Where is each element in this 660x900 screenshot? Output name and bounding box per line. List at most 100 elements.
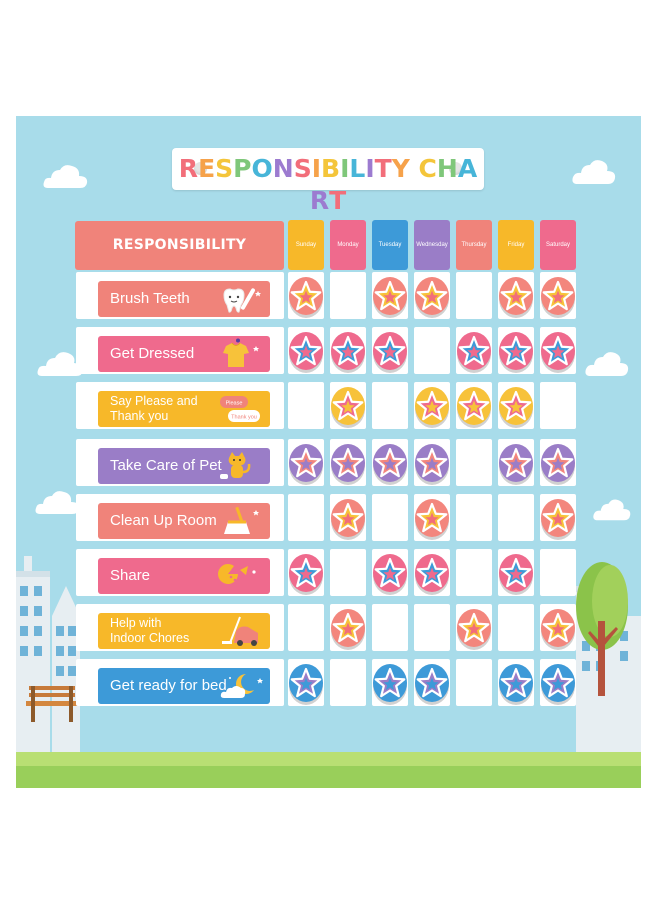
day-cell[interactable]: [372, 439, 408, 486]
day-cell[interactable]: [288, 439, 324, 486]
star-sticker-icon[interactable]: [414, 552, 450, 596]
star-sticker-icon[interactable]: [372, 442, 408, 486]
responsibility-text: Get Dressed: [110, 345, 195, 362]
star-sticker-icon[interactable]: [540, 662, 576, 706]
day-cell[interactable]: [456, 659, 492, 706]
day-cell[interactable]: [330, 604, 366, 651]
star-sticker-icon[interactable]: [498, 442, 534, 486]
star-sticker-icon[interactable]: [330, 497, 366, 541]
day-cell[interactable]: [414, 549, 450, 596]
star-sticker-icon[interactable]: [540, 497, 576, 541]
day-cell[interactable]: [372, 549, 408, 596]
day-cell[interactable]: [456, 494, 492, 541]
day-cell[interactable]: [498, 439, 534, 486]
day-cell[interactable]: [540, 382, 576, 429]
day-cell[interactable]: [330, 494, 366, 541]
day-cell[interactable]: [456, 382, 492, 429]
star-sticker-icon[interactable]: [540, 607, 576, 651]
day-cell[interactable]: [498, 494, 534, 541]
day-cell[interactable]: [540, 272, 576, 319]
day-cell[interactable]: [372, 494, 408, 541]
star-sticker-icon[interactable]: [456, 330, 492, 374]
star-sticker-icon[interactable]: [498, 385, 534, 429]
day-cell[interactable]: [456, 272, 492, 319]
day-cell[interactable]: [414, 272, 450, 319]
star-sticker-icon[interactable]: [288, 662, 324, 706]
star-sticker-icon[interactable]: [288, 330, 324, 374]
star-sticker-icon[interactable]: [330, 607, 366, 651]
responsibility-label: Take Care of Pet: [98, 448, 270, 484]
day-cell[interactable]: [372, 604, 408, 651]
day-cell[interactable]: [456, 439, 492, 486]
star-sticker-icon[interactable]: [288, 275, 324, 319]
day-cell[interactable]: [330, 327, 366, 374]
star-sticker-icon[interactable]: [498, 330, 534, 374]
day-cell[interactable]: [540, 549, 576, 596]
day-cell[interactable]: [456, 549, 492, 596]
star-sticker-icon[interactable]: [414, 442, 450, 486]
grass-strip: [16, 752, 641, 766]
star-sticker-icon[interactable]: [330, 442, 366, 486]
star-sticker-icon[interactable]: [498, 552, 534, 596]
day-cell[interactable]: [414, 659, 450, 706]
star-sticker-icon[interactable]: [414, 385, 450, 429]
responsibility-card: Share: [76, 549, 284, 596]
star-sticker-icon[interactable]: [498, 275, 534, 319]
day-cell[interactable]: [288, 549, 324, 596]
day-cell[interactable]: [372, 659, 408, 706]
day-cell[interactable]: [330, 549, 366, 596]
day-cell[interactable]: [456, 604, 492, 651]
day-cell[interactable]: [330, 659, 366, 706]
day-cell[interactable]: [288, 494, 324, 541]
star-sticker-icon[interactable]: [288, 442, 324, 486]
star-sticker-icon[interactable]: [330, 330, 366, 374]
star-sticker-icon[interactable]: [288, 552, 324, 596]
star-sticker-icon[interactable]: [330, 385, 366, 429]
day-cell[interactable]: [540, 659, 576, 706]
day-cell[interactable]: [540, 439, 576, 486]
day-cell[interactable]: [330, 272, 366, 319]
day-cell[interactable]: [498, 549, 534, 596]
day-cell[interactable]: [288, 382, 324, 429]
star-sticker-icon[interactable]: [414, 662, 450, 706]
day-cell[interactable]: [372, 327, 408, 374]
day-cell[interactable]: [372, 272, 408, 319]
day-cell[interactable]: [540, 604, 576, 651]
star-sticker-icon[interactable]: [456, 385, 492, 429]
day-cell[interactable]: [498, 272, 534, 319]
star-sticker-icon[interactable]: [372, 330, 408, 374]
day-cell[interactable]: [414, 327, 450, 374]
star-sticker-icon[interactable]: [540, 330, 576, 374]
day-cell[interactable]: [498, 327, 534, 374]
star-sticker-icon[interactable]: [372, 275, 408, 319]
day-cell[interactable]: [540, 494, 576, 541]
star-sticker-icon[interactable]: [540, 275, 576, 319]
day-cell[interactable]: [498, 382, 534, 429]
responsibility-text: Help with Indoor Chores: [110, 616, 190, 645]
day-cell[interactable]: [456, 327, 492, 374]
day-cell[interactable]: [330, 439, 366, 486]
cloud-icon: [593, 499, 631, 521]
day-cell[interactable]: [540, 327, 576, 374]
day-cell[interactable]: [330, 382, 366, 429]
star-sticker-icon[interactable]: [414, 497, 450, 541]
day-cell[interactable]: [414, 604, 450, 651]
star-sticker-icon[interactable]: [498, 662, 534, 706]
star-sticker-icon[interactable]: [540, 442, 576, 486]
day-cell[interactable]: [498, 659, 534, 706]
moon-cloud-icon: [220, 674, 263, 698]
day-cell[interactable]: [498, 604, 534, 651]
day-cell[interactable]: [414, 382, 450, 429]
day-cell[interactable]: [288, 604, 324, 651]
day-cell[interactable]: [414, 494, 450, 541]
shirt-icon: [223, 338, 259, 367]
star-sticker-icon[interactable]: [414, 275, 450, 319]
day-cell[interactable]: [288, 327, 324, 374]
day-cell[interactable]: [288, 272, 324, 319]
star-sticker-icon[interactable]: [456, 607, 492, 651]
day-cell[interactable]: [414, 439, 450, 486]
day-cell[interactable]: [288, 659, 324, 706]
star-sticker-icon[interactable]: [372, 552, 408, 596]
day-cell[interactable]: [372, 382, 408, 429]
star-sticker-icon[interactable]: [372, 662, 408, 706]
